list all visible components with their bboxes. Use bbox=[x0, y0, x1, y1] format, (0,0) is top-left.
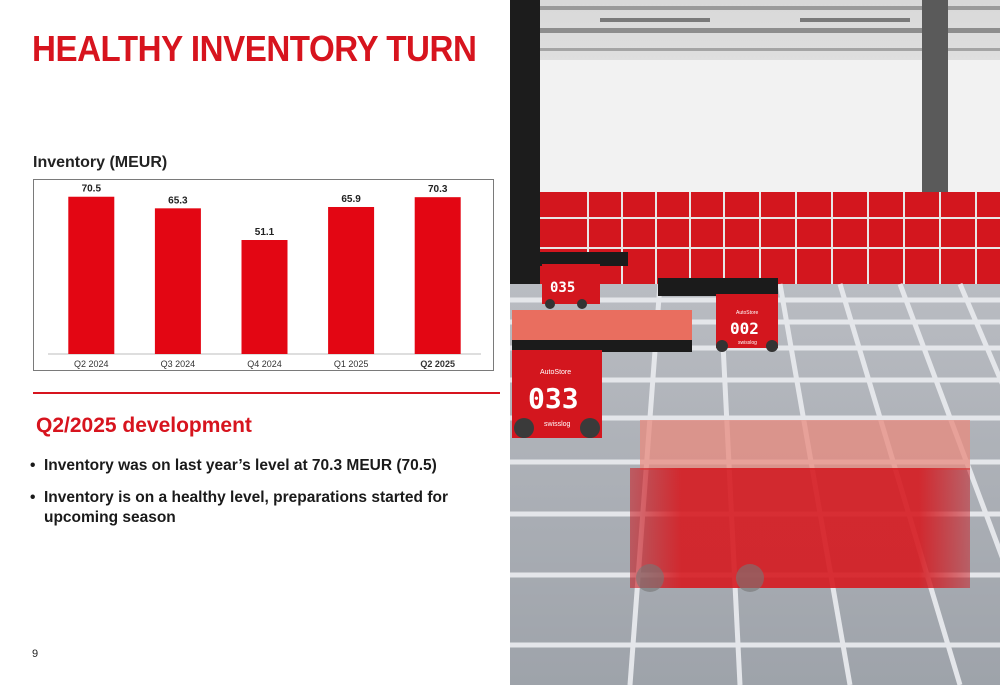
robot-brand: AutoStore bbox=[736, 310, 758, 316]
page-title: HEALTHY INVENTORY TURN bbox=[32, 28, 477, 69]
robot-maker: swisslog bbox=[738, 340, 757, 346]
robot-number: 035 bbox=[550, 280, 575, 296]
robot-number: 033 bbox=[528, 382, 579, 415]
bar-q1-2025 bbox=[328, 206, 375, 354]
bullet-text: Inventory was on last year’s level at 70… bbox=[44, 457, 437, 474]
bar-q3-2024 bbox=[154, 208, 201, 354]
pillar bbox=[922, 0, 948, 195]
robot-number: 002 bbox=[730, 319, 759, 338]
data-label: 65.3 bbox=[168, 195, 188, 206]
bullet-dot-icon: • bbox=[30, 489, 36, 506]
section-divider bbox=[33, 392, 500, 394]
data-label: 51.1 bbox=[255, 227, 275, 238]
data-label: 70.3 bbox=[428, 184, 448, 195]
bullet-item: • Inventory is on a healthy level, prepar… bbox=[30, 488, 480, 528]
bullet-item: • Inventory was on last year’s level at 7… bbox=[30, 456, 480, 476]
ceiling-beam bbox=[510, 6, 1000, 10]
robot-035: 035 bbox=[540, 252, 628, 309]
robot-blurred bbox=[630, 420, 970, 592]
x-tick-label: Q2 2025 bbox=[420, 359, 455, 369]
x-tick-label: Q4 2024 bbox=[247, 359, 282, 369]
back-wall bbox=[510, 60, 1000, 200]
chart-svg: 70.5 Q2 2024 65.3 Q3 2024 51.1 Q4 2024 65.9 Q1 … bbox=[48, 184, 481, 369]
light-fixture bbox=[600, 18, 710, 22]
bullet-text: Inventory is on a healthy level, prepara… bbox=[44, 489, 448, 526]
warehouse-illustration: 035 AutoStore 002 swisslog AutoStore 033… bbox=[510, 0, 1000, 685]
development-bullets: • Inventory was on last year’s level at 7… bbox=[30, 456, 480, 540]
robot-033: AutoStore 033 swisslog bbox=[512, 310, 692, 438]
robot-brand: AutoStore bbox=[540, 369, 571, 376]
bar-q4-2024 bbox=[241, 240, 288, 354]
data-label: 65.9 bbox=[341, 194, 361, 205]
data-label: 70.5 bbox=[82, 184, 102, 195]
x-tick-label: Q2 2024 bbox=[74, 359, 109, 369]
red-storage-wall bbox=[540, 192, 1000, 284]
bar-q2-2024 bbox=[68, 196, 115, 354]
light-fixture bbox=[800, 18, 910, 22]
chart-heading: Inventory (MEUR) bbox=[33, 154, 168, 171]
bullet-dot-icon: • bbox=[30, 457, 36, 474]
warehouse-photo: 035 AutoStore 002 swisslog AutoStore 033… bbox=[510, 0, 1000, 685]
robot-maker: swisslog bbox=[544, 421, 571, 428]
ceiling-beam bbox=[540, 48, 1000, 51]
page-number: 9 bbox=[32, 648, 39, 660]
inventory-bar-chart: 70.5 Q2 2024 65.3 Q3 2024 51.1 Q4 2024 65.9 Q1 … bbox=[33, 179, 494, 371]
x-tick-label: Q3 2024 bbox=[161, 359, 196, 369]
ceiling-beam bbox=[540, 28, 1000, 33]
bar-q2-2025 bbox=[414, 197, 461, 354]
robot-002: AutoStore 002 swisslog bbox=[658, 278, 778, 352]
x-tick-label: Q1 2025 bbox=[334, 359, 369, 369]
development-heading: Q2/2025 development bbox=[36, 414, 252, 437]
